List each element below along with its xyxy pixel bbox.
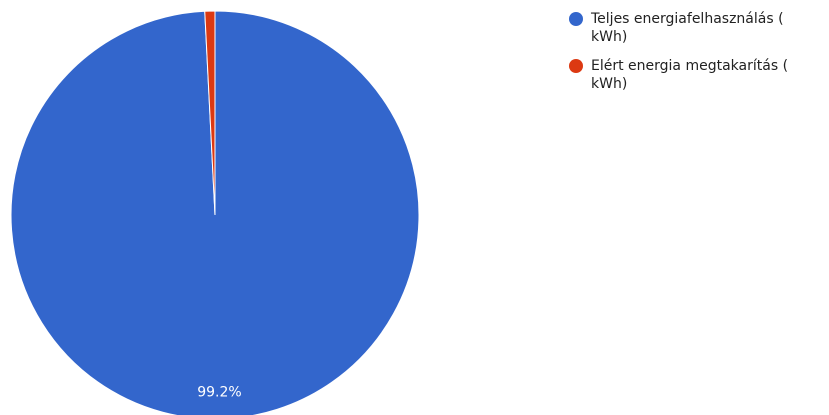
legend-swatch-total-consumption bbox=[569, 12, 583, 26]
legend-item-energy-savings[interactable]: Elért energia megtakarítás ( kWh) bbox=[568, 57, 823, 93]
legend-label-total-consumption: Teljes energiafelhasználás ( kWh) bbox=[591, 11, 784, 45]
pie-data-label-total-consumption: 99.2% bbox=[197, 384, 241, 400]
legend-item-total-consumption[interactable]: Teljes energiafelhasználás ( kWh) bbox=[568, 10, 823, 46]
legend-swatch-energy-savings bbox=[569, 59, 583, 73]
pie-slice-energy-savings[interactable] bbox=[204, 10, 216, 216]
chart-legend: Teljes energiafelhasználás ( kWh) Elért … bbox=[568, 10, 823, 104]
legend-label-energy-savings: Elért energia megtakarítás ( kWh) bbox=[591, 58, 789, 92]
